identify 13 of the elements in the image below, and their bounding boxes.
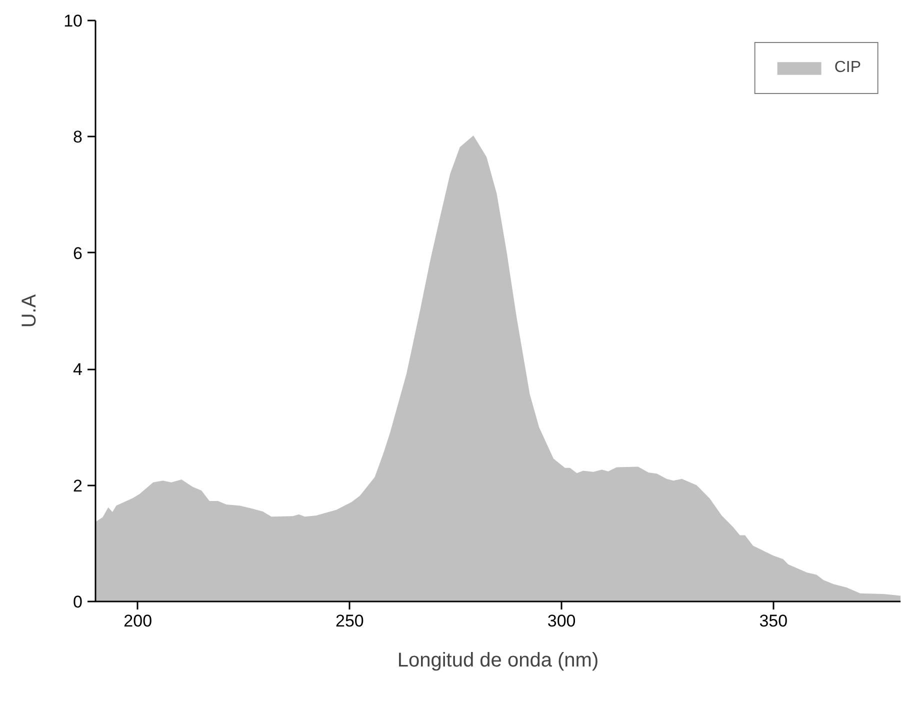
y-tick-label: 4: [73, 360, 83, 380]
y-tick-label: 2: [73, 476, 83, 496]
legend-label: CIP: [834, 59, 861, 77]
x-tick-label: 200: [124, 612, 152, 630]
x-tick-label: 300: [547, 612, 576, 630]
y-axis-title: U.A: [18, 294, 41, 328]
y-tick-label: 0: [73, 592, 83, 612]
y-tick-label: 8: [73, 128, 83, 147]
x-axis-title: Longitud de onda (nm): [397, 650, 599, 672]
y-tick-label: 6: [73, 244, 83, 263]
x-tick-label: 250: [336, 612, 364, 630]
y-tick-label: 10: [64, 12, 83, 30]
x-tick-label: 350: [759, 612, 788, 630]
